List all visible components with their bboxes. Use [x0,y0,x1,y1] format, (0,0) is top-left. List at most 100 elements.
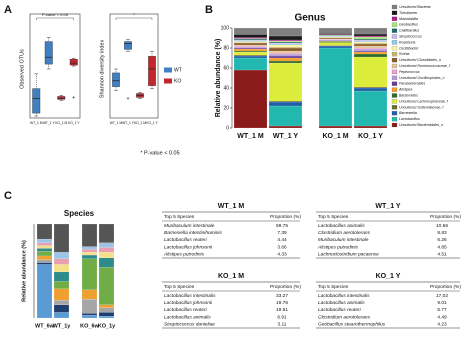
table-header: Top 5 Species [164,214,195,220]
box [69,59,78,66]
legend-swatch [391,4,398,10]
bar-segment [353,51,388,55]
legend-label: Bacteroides [399,93,418,97]
proportion: 59.75 [276,223,288,229]
bar-segment [53,223,70,253]
bar-segment [98,223,115,243]
bar-segment [318,35,353,37]
legend-label: Geobacillus [399,23,418,27]
bar-segment [268,53,303,57]
bar-segment [53,264,70,273]
box [148,56,156,86]
legend-label: Marinilabilia [399,17,418,21]
bar-segment [353,56,388,88]
legend-label: Barnesiella [399,111,417,115]
bar-segment [233,46,268,49]
bar-segment [53,271,70,282]
significance-bracket [115,17,153,20]
bar-segment [318,33,353,35]
x-tick-label: WT_1 Y [122,121,135,125]
bar-segment [318,34,353,36]
bar-segment [353,45,388,49]
bar-segment [318,36,353,38]
bar-segment [233,42,268,46]
bar-segment [81,223,98,247]
table-title: KO_1 M [218,273,244,280]
proportion: 19.76 [276,300,288,306]
x-tick-label: KO_1 M [322,133,348,140]
bar-segment [36,255,53,260]
bar-segment [233,51,268,56]
bar-segment [268,60,303,64]
bar-segment [318,40,353,42]
significance-bracket [36,17,74,20]
table-header: Top 5 Species [164,284,195,290]
species-name: Geobacillus stearothermophilus [318,322,386,328]
legend-label: Uncultured Bacteria [399,5,431,9]
proportion: 9.01 [437,300,447,306]
bar-segment [81,258,98,290]
legend-swatch [391,34,398,39]
bar-segment [98,257,115,268]
x-tick-label: KO_1y [98,323,116,329]
proportion: 4.85 [437,244,447,250]
legend-label: Uncultured Bacteroidales_o [399,123,443,127]
legend-swatch [391,40,398,45]
bar-segment [233,48,268,52]
bar-segment [268,100,303,103]
bar-segment [98,316,115,319]
proportion: 19.51 [276,307,288,313]
legend-swatch [391,10,398,15]
bar-segment [233,27,268,35]
legend-label: Roseburia [399,40,415,44]
bar-segment [268,47,303,52]
y-tick-label: 60 [223,65,229,71]
legend-swatch [164,78,172,84]
bar-segment [268,43,303,46]
bar-segment [268,125,303,129]
bar-segment [98,242,115,248]
proportion: 6.26 [437,237,447,243]
proportion: 33.27 [276,293,288,299]
chart-title: Genus [294,13,326,24]
bar-segment [318,38,353,40]
proportion: 4.51 [437,252,447,258]
panel-label: B [205,4,213,16]
species-name: Lachnoclostridium pacaense [318,252,379,258]
legend-label: Uncultured Oscillospirales_o [399,76,445,80]
bar-segment [98,307,115,313]
species-name: Alistipes putredinis [317,244,359,250]
proportion: 7.39 [277,230,287,236]
table-title: WT_1 M [218,203,245,210]
bar-segment [268,27,303,37]
legend-label: Caldibacillus [399,29,419,33]
species-name: Clostridium aerotolerans [318,314,371,320]
bar-segment [353,41,388,44]
outlier [126,97,130,100]
legend-label: Alistipes [398,88,413,92]
bar-segment [268,35,303,41]
bar-segment [53,281,70,289]
proportion: 10.56 [436,223,448,229]
bar-segment [81,252,98,256]
bar-segment [98,312,115,317]
bar-segment [98,252,115,258]
species-name: Lactobacillus animalis [318,300,365,306]
bar-segment [268,44,303,48]
bar-segment [233,44,268,47]
legend-label: Uncultured Ruminococcaceae_f [399,64,451,68]
bar-segment [268,40,303,43]
bar-segment [233,55,268,59]
bar-segment [268,101,303,107]
bar-segment [353,87,388,92]
bar-segment [98,304,115,308]
bar-segment [81,246,98,250]
bar-segment [268,57,303,62]
bar-segment [318,45,353,47]
bar-segment [318,34,353,36]
x-tick-label: KO_1 Y [68,121,80,125]
legend-swatch [391,93,398,98]
bar-segment [353,39,388,42]
legend-swatch [391,57,398,63]
x-tick-label: WT_1 M [30,121,43,125]
